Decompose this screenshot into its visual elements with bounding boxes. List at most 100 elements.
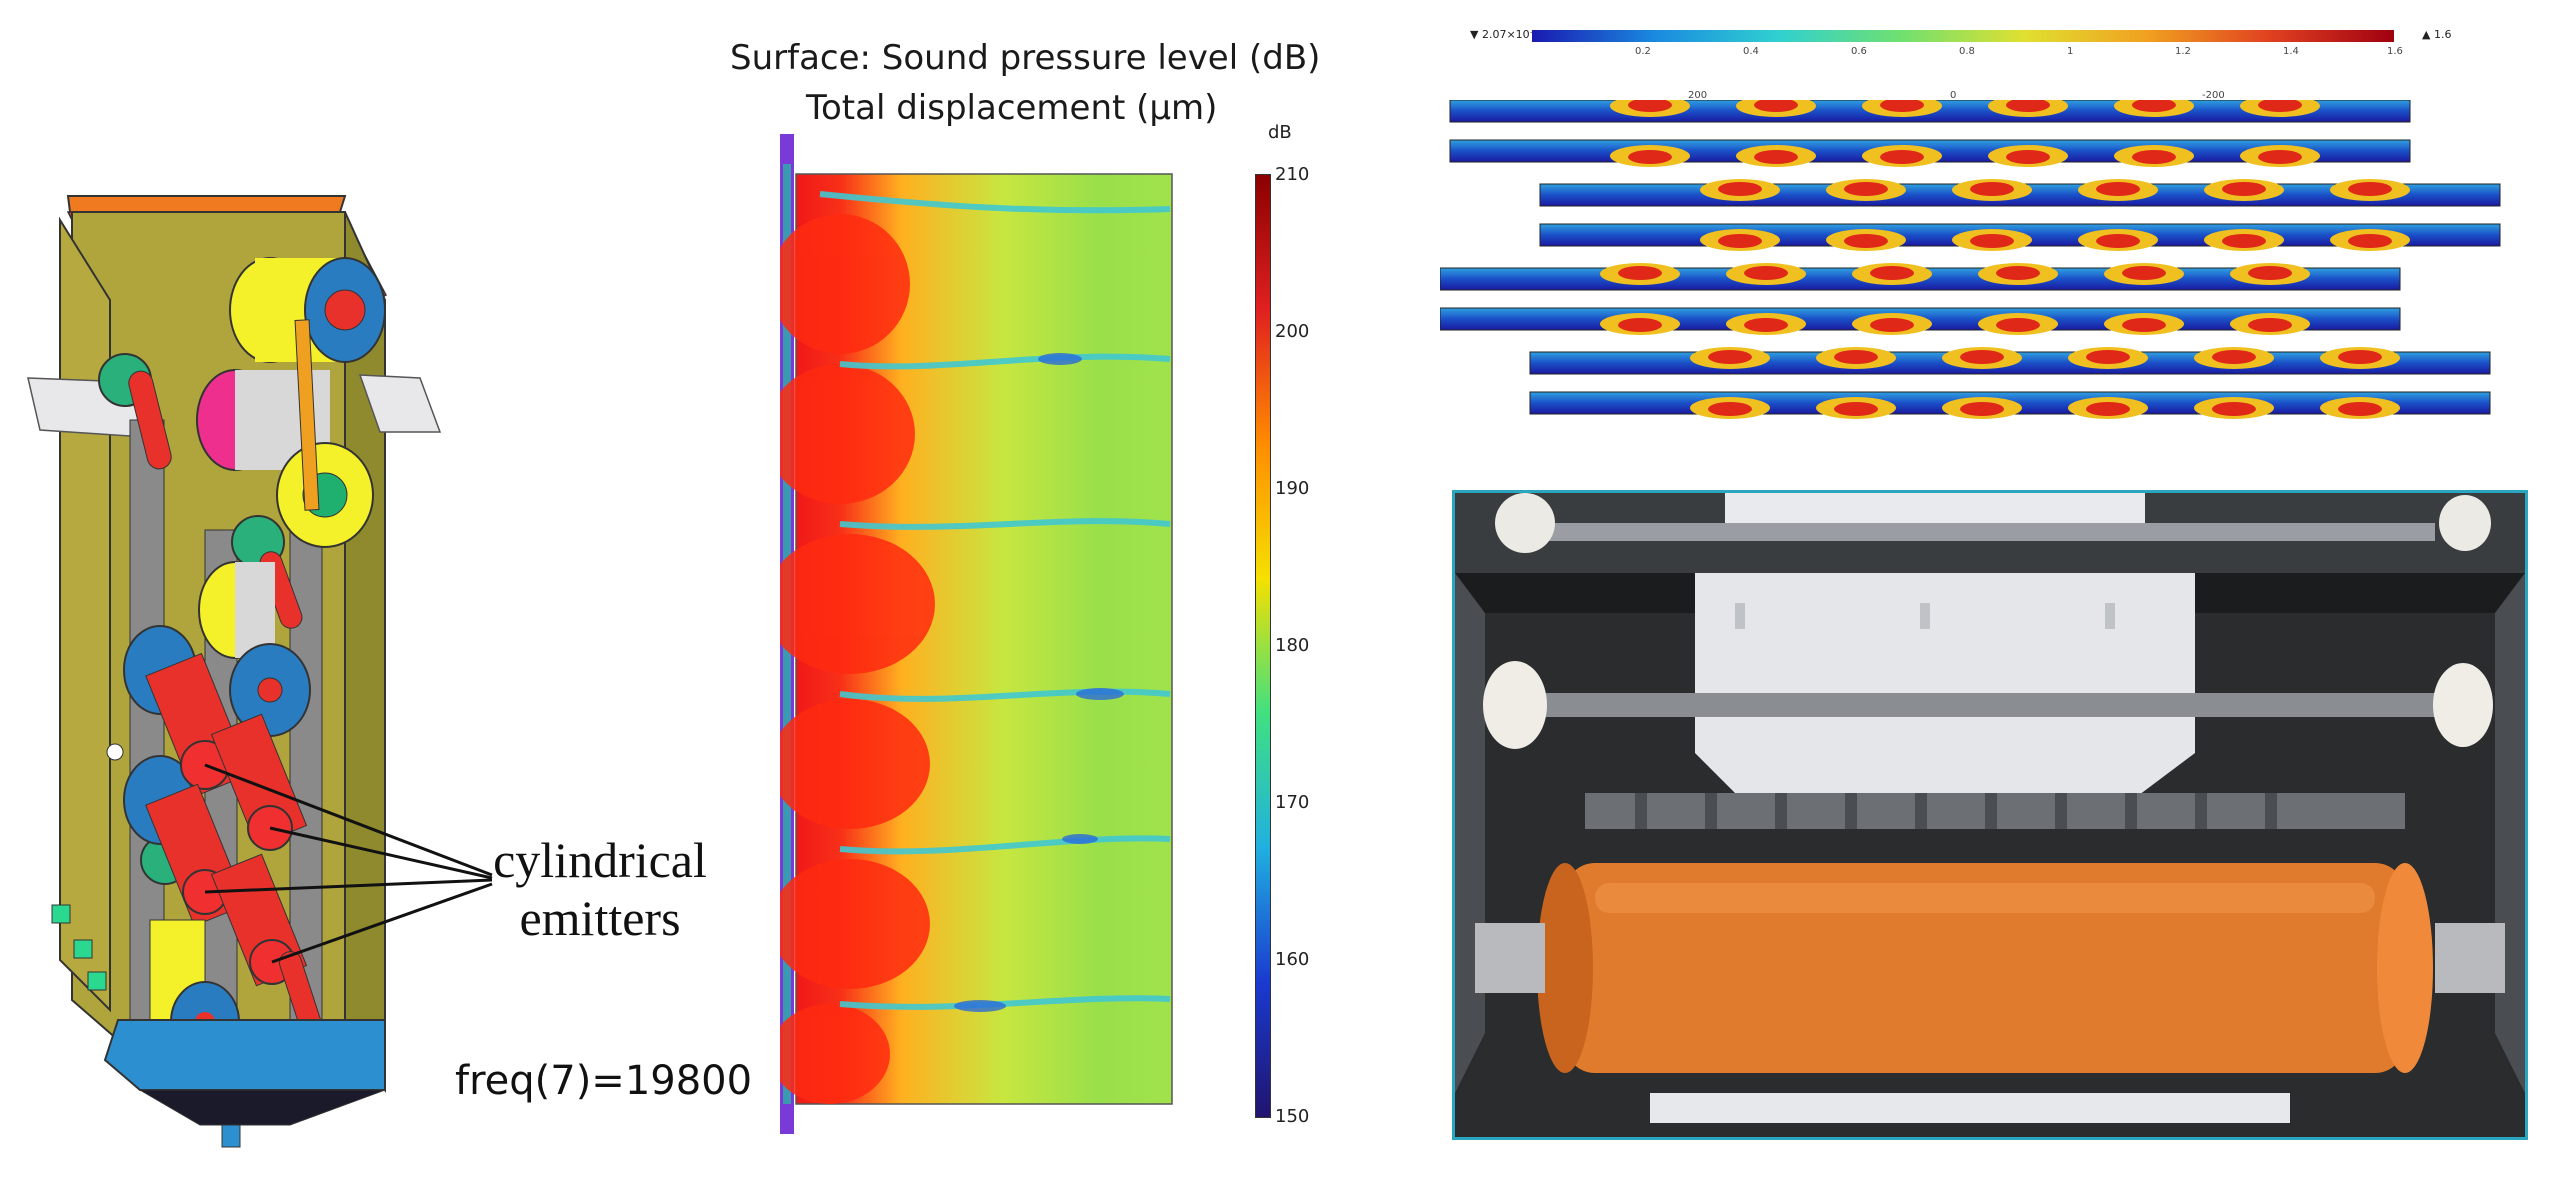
colorbar-tick: 190 — [1275, 478, 1310, 499]
emitter-label-line1: cylindrical — [493, 832, 707, 888]
rib-marks — [1635, 793, 2277, 829]
mode-hotspot-core — [2258, 150, 2302, 164]
top-shaft — [1535, 523, 2435, 541]
green-cube-3 — [87, 971, 107, 991]
mode-hotspot-core — [1718, 182, 1762, 196]
mode-strip — [1440, 263, 2401, 291]
orange-roller-highlight — [1595, 883, 2375, 913]
mode-hotspot-core — [2086, 350, 2130, 364]
bottom-paper — [1650, 1093, 2290, 1123]
mode-strip — [1529, 347, 2491, 375]
field-blue-spots — [954, 353, 1124, 1012]
mode-cb-tick: 0.4 — [1743, 46, 1759, 57]
equipment-photo — [1452, 490, 2528, 1140]
mode-hotspot-core — [1870, 266, 1914, 280]
mode-strip — [1449, 139, 2411, 167]
mode-hotspot-core — [2222, 234, 2266, 248]
mode-shapes-panel: ▼ 2.07×10⁻⁶ ▲ 1.6 0.2 0.4 0.6 0.8 1 1.2 … — [1440, 0, 2552, 480]
mode-strip — [1539, 223, 2501, 251]
mid-shaft — [1515, 693, 2465, 717]
mode-axis-ticks: 200 0 -200 — [1440, 90, 2552, 104]
orange-roller-right-end — [2377, 863, 2433, 1073]
mode-hotspot-core — [1628, 100, 1672, 112]
mode-cb-tick: 0.6 — [1851, 46, 1867, 57]
mode-hotspot-core — [2212, 402, 2256, 416]
mode-cb-tick: 0.2 — [1635, 46, 1651, 57]
mode-hotspot-core — [2132, 100, 2176, 112]
hole — [106, 743, 124, 761]
mode-strip — [1440, 307, 2401, 335]
leader-line-2 — [269, 826, 493, 880]
mid-wheel-left — [1483, 661, 1547, 749]
mode-hotspot-core — [2338, 350, 2382, 364]
fabric-belt-3 — [289, 479, 323, 1021]
colorbar-unit: dB — [1268, 122, 1292, 143]
mode-hotspot-core — [1754, 100, 1798, 112]
cad-model-panel: cylindrical emitters freq(7)=19800 — [0, 0, 752, 1177]
mode-strip — [1449, 100, 2411, 123]
mode-hotspot-core — [1628, 150, 1672, 164]
mode-hotspot-core — [1844, 182, 1888, 196]
red-rod-1 — [128, 370, 172, 470]
mode-hotspot-core — [1970, 234, 2014, 248]
mode-cb-tick: 0.8 — [1959, 46, 1975, 57]
mode-axis-tick: 200 — [1688, 90, 1708, 101]
mode-hotspot-core — [1618, 266, 1662, 280]
mid-grey-roller — [198, 561, 311, 737]
mode-axis-tick: 0 — [1950, 90, 1957, 101]
mode-colorbar-min: ▼ 2.07×10⁻⁶ — [1470, 28, 1540, 41]
mode-hotspot-core — [1744, 318, 1788, 332]
sim-title-line2: Total displacement (µm) — [806, 88, 1218, 128]
front-wall — [59, 216, 111, 1013]
ultrasonic-device-3d-drawing — [27, 195, 493, 1148]
emitter-label-line2: emitters — [519, 889, 681, 946]
mode-cb-tick: 1.2 — [2175, 46, 2191, 57]
mode-hotspot-core — [1996, 266, 2040, 280]
bolts — [1735, 603, 2115, 629]
mode-hotspot-core — [1970, 182, 2014, 196]
sound-pressure-field — [780, 134, 1173, 1134]
mode-hotspot-core — [1744, 266, 1788, 280]
frame-left — [1455, 573, 1485, 1093]
field-cool-streaks — [819, 191, 1171, 1010]
mode-hotspot-core — [1708, 350, 1752, 364]
mode-cb-tick: 1.6 — [2387, 46, 2403, 57]
mode-hotspot-core — [2006, 100, 2050, 112]
mode-hotspot-core — [2122, 318, 2166, 332]
mode-colorbar-ticks: 0.2 0.4 0.6 0.8 1 1.2 1.4 1.6 — [1532, 46, 2403, 60]
base-tank — [103, 1019, 386, 1091]
mode-hotspot-core — [2338, 402, 2382, 416]
mode-hotspot-core — [1718, 234, 1762, 248]
mode-hotspot-core — [2348, 182, 2392, 196]
mode-hotspot-core — [2258, 100, 2302, 112]
mode-hotspot-core — [2132, 150, 2176, 164]
mode-hotspot-core — [1870, 318, 1914, 332]
colorbar — [1255, 174, 1271, 1118]
orange-arm — [294, 319, 320, 511]
field-hot-bands — [780, 214, 935, 1104]
frame-right — [2495, 573, 2525, 1093]
mode-shape-strips — [1440, 100, 2501, 419]
mid-wheel-right — [2433, 663, 2493, 747]
mode-hotspot-core — [2248, 266, 2292, 280]
mode-hotspot-core — [1834, 350, 1878, 364]
top-wheel-right — [2439, 495, 2491, 551]
mode-hotspot-core — [2348, 234, 2392, 248]
paper-strip-right — [358, 374, 442, 433]
colorbar-ticks: 210 200 190 180 170 160 150 — [1275, 164, 1335, 1127]
mode-hotspot-core — [2086, 402, 2130, 416]
mode-hotspot-core — [1880, 100, 1924, 112]
green-cube-1 — [51, 904, 71, 924]
emitter-label: cylindrical emitters — [480, 832, 720, 947]
mode-hotspot-core — [2122, 266, 2166, 280]
mode-hotspot-core — [2212, 350, 2256, 364]
orange-roller — [1565, 863, 2405, 1073]
mode-hotspot-core — [2222, 182, 2266, 196]
colorbar-tick: 200 — [1275, 321, 1310, 342]
mode-hotspot-core — [1960, 402, 2004, 416]
base-hopper — [138, 1089, 386, 1126]
mode-colorbar-max: ▲ 1.6 — [2422, 28, 2452, 41]
roller-machine-photo — [1455, 493, 2525, 1137]
top-bar — [66, 195, 347, 213]
mode-colorbar — [1532, 30, 2394, 42]
